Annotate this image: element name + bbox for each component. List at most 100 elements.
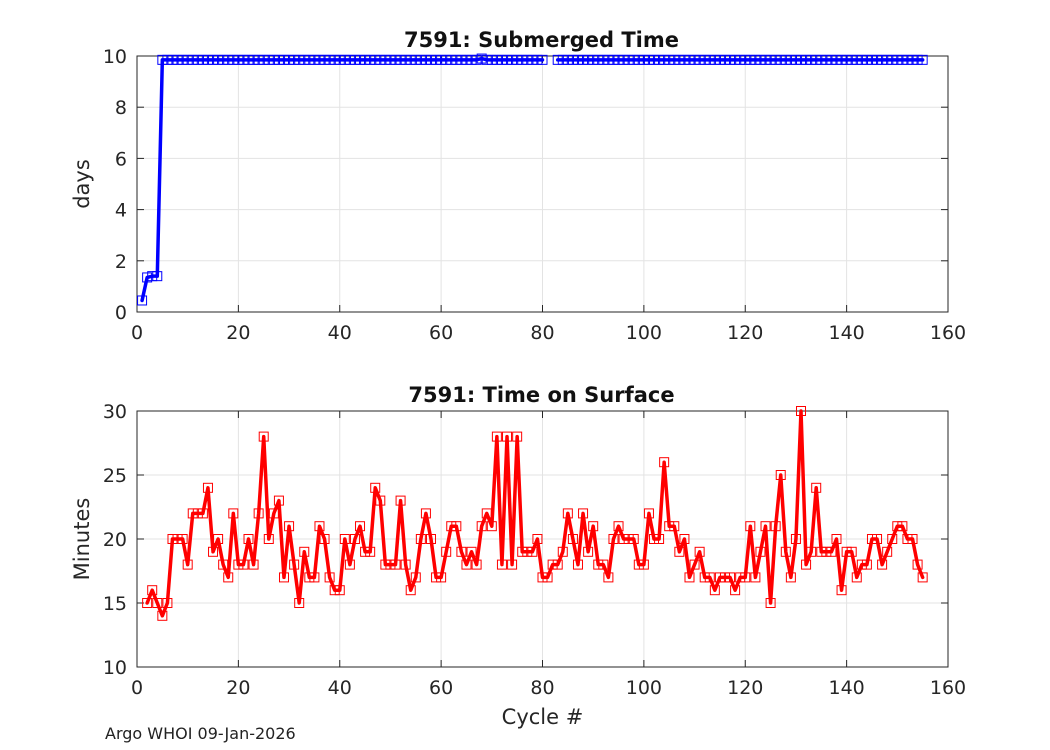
- data-point-marker: [420, 54, 431, 65]
- series-cycles-83-155: [552, 54, 928, 65]
- data-point-marker: [213, 54, 224, 65]
- data-point-marker: [578, 54, 589, 65]
- data-point-marker: [643, 54, 654, 65]
- data-point-marker: [157, 54, 168, 65]
- data-point-marker: [547, 559, 558, 570]
- data-point-marker: [608, 54, 619, 65]
- data-point-marker: [628, 534, 639, 544]
- data-point-marker: [314, 54, 325, 65]
- data-point-marker: [557, 54, 568, 65]
- data-point-marker: [745, 54, 756, 65]
- data-point-marker: [512, 431, 523, 442]
- data-point-marker: [801, 54, 812, 65]
- data-point-marker: [451, 54, 462, 65]
- data-point-marker: [608, 534, 619, 544]
- data-point-marker: [628, 54, 639, 65]
- data-point-marker: [725, 572, 736, 583]
- data-point-marker: [679, 54, 690, 65]
- x-tick-label: 40: [328, 322, 352, 344]
- data-point-marker: [344, 559, 355, 570]
- data-point-marker: [623, 534, 634, 544]
- data-point-marker: [537, 54, 548, 65]
- data-point-marker: [785, 572, 796, 583]
- data-point-marker: [162, 54, 173, 65]
- data-point-marker: [481, 508, 492, 519]
- data-point-marker: [486, 54, 497, 65]
- x-tick-label: 100: [626, 677, 662, 699]
- data-point-marker: [877, 54, 888, 65]
- data-point-marker: [735, 54, 746, 65]
- data-point-marker: [882, 546, 893, 557]
- data-point-marker: [461, 559, 472, 570]
- data-point-marker: [694, 54, 705, 65]
- data-point-marker: [618, 54, 629, 65]
- data-point-marker: [537, 572, 548, 583]
- data-point-marker: [562, 54, 573, 65]
- data-point-marker: [324, 572, 335, 583]
- data-point-marker: [451, 521, 462, 532]
- data-point-marker: [826, 54, 837, 65]
- data-point-marker: [208, 54, 219, 65]
- data-point-marker: [841, 54, 852, 65]
- y-tick-label: 0: [115, 302, 127, 324]
- data-point-marker: [643, 508, 654, 519]
- data-point-marker: [588, 521, 599, 532]
- data-point-marker: [238, 559, 249, 570]
- data-point-marker: [770, 54, 781, 65]
- data-point-marker: [851, 54, 862, 65]
- data-point-marker: [674, 54, 685, 65]
- data-point-marker: [583, 546, 594, 557]
- data-point-marker: [405, 54, 416, 65]
- data-point-marker: [278, 54, 289, 65]
- data-point-marker: [507, 559, 518, 570]
- data-point-marker: [572, 54, 583, 65]
- data-point-marker: [755, 546, 766, 557]
- chart-title: 7591: Submerged Time: [404, 28, 679, 52]
- data-point-marker: [917, 572, 928, 583]
- data-point-marker: [476, 53, 487, 64]
- data-point-marker: [679, 534, 690, 544]
- data-point-marker: [172, 534, 183, 544]
- data-point-marker: [669, 521, 680, 532]
- data-point-marker: [714, 54, 725, 65]
- data-point-marker: [446, 54, 457, 65]
- data-point-marker: [557, 546, 568, 557]
- data-point-marker: [142, 272, 153, 283]
- data-point-marker: [542, 572, 553, 583]
- data-point-marker: [395, 495, 406, 506]
- data-point-marker: [167, 534, 178, 544]
- data-point-marker: [486, 521, 497, 532]
- data-point-marker: [684, 572, 695, 583]
- data-point-marker: [218, 54, 229, 65]
- data-point-marker: [811, 54, 822, 65]
- data-point-marker: [714, 572, 725, 583]
- data-point-marker: [740, 572, 751, 583]
- data-point-marker: [147, 585, 158, 596]
- x-tick-label: 120: [727, 322, 763, 344]
- series-line: [145, 409, 925, 618]
- data-point-marker: [527, 546, 538, 557]
- data-point-marker: [613, 521, 624, 532]
- data-point-marker: [147, 271, 158, 282]
- data-point-marker: [273, 54, 284, 65]
- data-point-marker: [299, 54, 310, 65]
- y-axis-label: Minutes: [70, 498, 94, 581]
- data-point-marker: [780, 54, 791, 65]
- data-point-marker: [618, 534, 629, 544]
- data-point-marker: [344, 54, 355, 65]
- data-point-marker: [887, 534, 898, 544]
- data-point-marker: [294, 598, 305, 608]
- data-point-marker: [872, 54, 883, 65]
- data-point-marker: [532, 54, 543, 65]
- data-point-marker: [370, 54, 381, 65]
- data-point-marker: [319, 54, 330, 65]
- data-point-marker: [142, 598, 153, 608]
- data-point-marker: [375, 495, 386, 506]
- data-point-marker: [897, 54, 908, 65]
- data-point-marker: [562, 508, 573, 519]
- data-point-marker: [790, 54, 801, 65]
- data-point-marker: [517, 54, 528, 65]
- data-point-marker: [907, 54, 918, 65]
- data-point-marker: [284, 521, 295, 532]
- data-point-marker: [689, 54, 700, 65]
